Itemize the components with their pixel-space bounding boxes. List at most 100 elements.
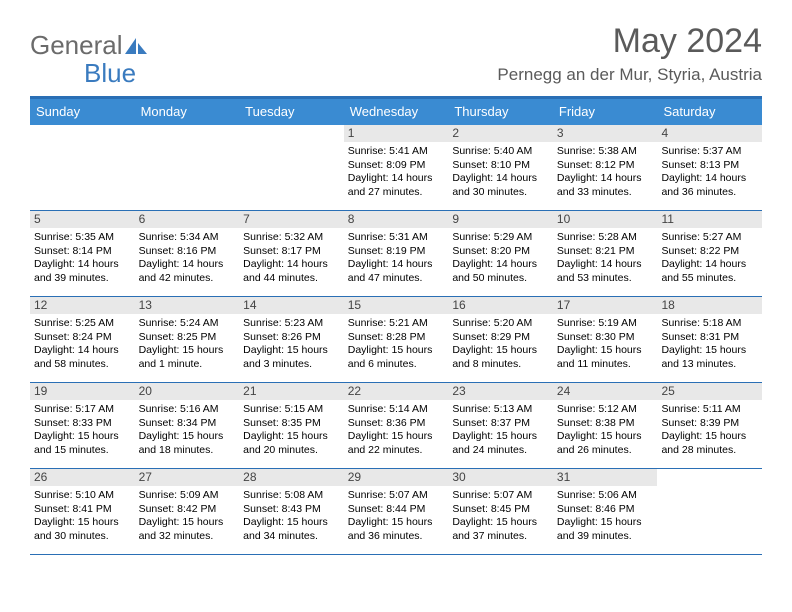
day-cell: 29Sunrise: 5:07 AMSunset: 8:44 PMDayligh… (344, 469, 449, 554)
logo-sail-icon (125, 34, 149, 60)
day-cell: 11Sunrise: 5:27 AMSunset: 8:22 PMDayligh… (657, 211, 762, 296)
sunrise: Sunrise: 5:27 AM (661, 231, 758, 244)
title-block: May 2024 Pernegg an der Mur, Styria, Aus… (497, 22, 762, 85)
dow-cell: Tuesday (239, 99, 344, 125)
daylight: and 39 minutes. (34, 272, 131, 285)
daylight: and 34 minutes. (243, 530, 340, 543)
sunrise: Sunrise: 5:20 AM (452, 317, 549, 330)
daylight: and 37 minutes. (452, 530, 549, 543)
sunset: Sunset: 8:13 PM (661, 159, 758, 172)
sunrise: Sunrise: 5:38 AM (557, 145, 654, 158)
daylight: Daylight: 15 hours (557, 430, 654, 443)
day-cell: 23Sunrise: 5:13 AMSunset: 8:37 PMDayligh… (448, 383, 553, 468)
daylight: and 55 minutes. (661, 272, 758, 285)
daylight: and 1 minute. (139, 358, 236, 371)
daylight: and 26 minutes. (557, 444, 654, 457)
sunset: Sunset: 8:26 PM (243, 331, 340, 344)
sunrise: Sunrise: 5:31 AM (348, 231, 445, 244)
day-cell: 21Sunrise: 5:15 AMSunset: 8:35 PMDayligh… (239, 383, 344, 468)
sunset: Sunset: 8:35 PM (243, 417, 340, 430)
sunrise: Sunrise: 5:34 AM (139, 231, 236, 244)
sunset: Sunset: 8:14 PM (34, 245, 131, 258)
sunrise: Sunrise: 5:08 AM (243, 489, 340, 502)
day-number: 5 (30, 211, 135, 228)
daylight: and 11 minutes. (557, 358, 654, 371)
sunrise: Sunrise: 5:19 AM (557, 317, 654, 330)
sunrise: Sunrise: 5:41 AM (348, 145, 445, 158)
daylight: Daylight: 14 hours (557, 172, 654, 185)
sunrise: Sunrise: 5:09 AM (139, 489, 236, 502)
day-cell: 9Sunrise: 5:29 AMSunset: 8:20 PMDaylight… (448, 211, 553, 296)
sunrise: Sunrise: 5:11 AM (661, 403, 758, 416)
daylight: and 24 minutes. (452, 444, 549, 457)
sunset: Sunset: 8:44 PM (348, 503, 445, 516)
daylight: Daylight: 15 hours (34, 430, 131, 443)
day-number: 31 (553, 469, 658, 486)
sunrise: Sunrise: 5:40 AM (452, 145, 549, 158)
daylight: and 6 minutes. (348, 358, 445, 371)
sunrise: Sunrise: 5:16 AM (139, 403, 236, 416)
day-cell: 18Sunrise: 5:18 AMSunset: 8:31 PMDayligh… (657, 297, 762, 382)
sunset: Sunset: 8:41 PM (34, 503, 131, 516)
day-number: 2 (448, 125, 553, 142)
daylight: Daylight: 15 hours (243, 344, 340, 357)
sunset: Sunset: 8:12 PM (557, 159, 654, 172)
day-number: 19 (30, 383, 135, 400)
sunrise: Sunrise: 5:13 AM (452, 403, 549, 416)
daylight: and 3 minutes. (243, 358, 340, 371)
day-number: 8 (344, 211, 449, 228)
sunset: Sunset: 8:45 PM (452, 503, 549, 516)
daylight: and 20 minutes. (243, 444, 340, 457)
daylight: and 42 minutes. (139, 272, 236, 285)
daylight: Daylight: 15 hours (557, 516, 654, 529)
sunrise: Sunrise: 5:35 AM (34, 231, 131, 244)
day-cell: 22Sunrise: 5:14 AMSunset: 8:36 PMDayligh… (344, 383, 449, 468)
day-number: 13 (135, 297, 240, 314)
day-cell: 12Sunrise: 5:25 AMSunset: 8:24 PMDayligh… (30, 297, 135, 382)
daylight: and 33 minutes. (557, 186, 654, 199)
weeks-container: 1Sunrise: 5:41 AMSunset: 8:09 PMDaylight… (30, 125, 762, 555)
day-number: 30 (448, 469, 553, 486)
week-row: 5 Sunrise: 5:35 AMSunset: 8:14 PMDaylight… (30, 211, 762, 297)
day-cell: 10Sunrise: 5:28 AMSunset: 8:21 PMDayligh… (553, 211, 658, 296)
day-number: 17 (553, 297, 658, 314)
day-number: 28 (239, 469, 344, 486)
day-cell: 13Sunrise: 5:24 AMSunset: 8:25 PMDayligh… (135, 297, 240, 382)
day-number: 20 (135, 383, 240, 400)
sunset: Sunset: 8:36 PM (348, 417, 445, 430)
day-number: 24 (553, 383, 658, 400)
day-number: 3 (553, 125, 658, 142)
sunrise: Sunrise: 5:12 AM (557, 403, 654, 416)
day-cell (239, 125, 344, 210)
logo-text-1: General (30, 30, 123, 60)
week-row: 26Sunrise: 5:10 AMSunset: 8:41 PMDayligh… (30, 469, 762, 555)
sunset: Sunset: 8:10 PM (452, 159, 549, 172)
logo: GeneralBlue (30, 22, 149, 86)
sunrise: Sunrise: 5:21 AM (348, 317, 445, 330)
daylight: Daylight: 15 hours (348, 344, 445, 357)
daylight: Daylight: 15 hours (557, 344, 654, 357)
sunset: Sunset: 8:21 PM (557, 245, 654, 258)
day-cell: 4Sunrise: 5:37 AMSunset: 8:13 PMDaylight… (657, 125, 762, 210)
sunset: Sunset: 8:34 PM (139, 417, 236, 430)
daylight: and 13 minutes. (661, 358, 758, 371)
week-row: 12Sunrise: 5:25 AMSunset: 8:24 PMDayligh… (30, 297, 762, 383)
week-row: 1Sunrise: 5:41 AMSunset: 8:09 PMDaylight… (30, 125, 762, 211)
daylight: Daylight: 14 hours (34, 258, 131, 271)
day-cell: 7Sunrise: 5:32 AMSunset: 8:17 PMDaylight… (239, 211, 344, 296)
sunrise: Sunrise: 5:18 AM (661, 317, 758, 330)
day-cell: 19Sunrise: 5:17 AMSunset: 8:33 PMDayligh… (30, 383, 135, 468)
sunset: Sunset: 8:31 PM (661, 331, 758, 344)
month-title: May 2024 (497, 22, 762, 61)
sunset: Sunset: 8:22 PM (661, 245, 758, 258)
day-number: 4 (657, 125, 762, 142)
sunset: Sunset: 8:19 PM (348, 245, 445, 258)
sunrise: Sunrise: 5:32 AM (243, 231, 340, 244)
day-cell: 27Sunrise: 5:09 AMSunset: 8:42 PMDayligh… (135, 469, 240, 554)
day-number: 29 (344, 469, 449, 486)
day-cell: 24Sunrise: 5:12 AMSunset: 8:38 PMDayligh… (553, 383, 658, 468)
day-number: 23 (448, 383, 553, 400)
sunset: Sunset: 8:43 PM (243, 503, 340, 516)
sunset: Sunset: 8:39 PM (661, 417, 758, 430)
sunset: Sunset: 8:33 PM (34, 417, 131, 430)
